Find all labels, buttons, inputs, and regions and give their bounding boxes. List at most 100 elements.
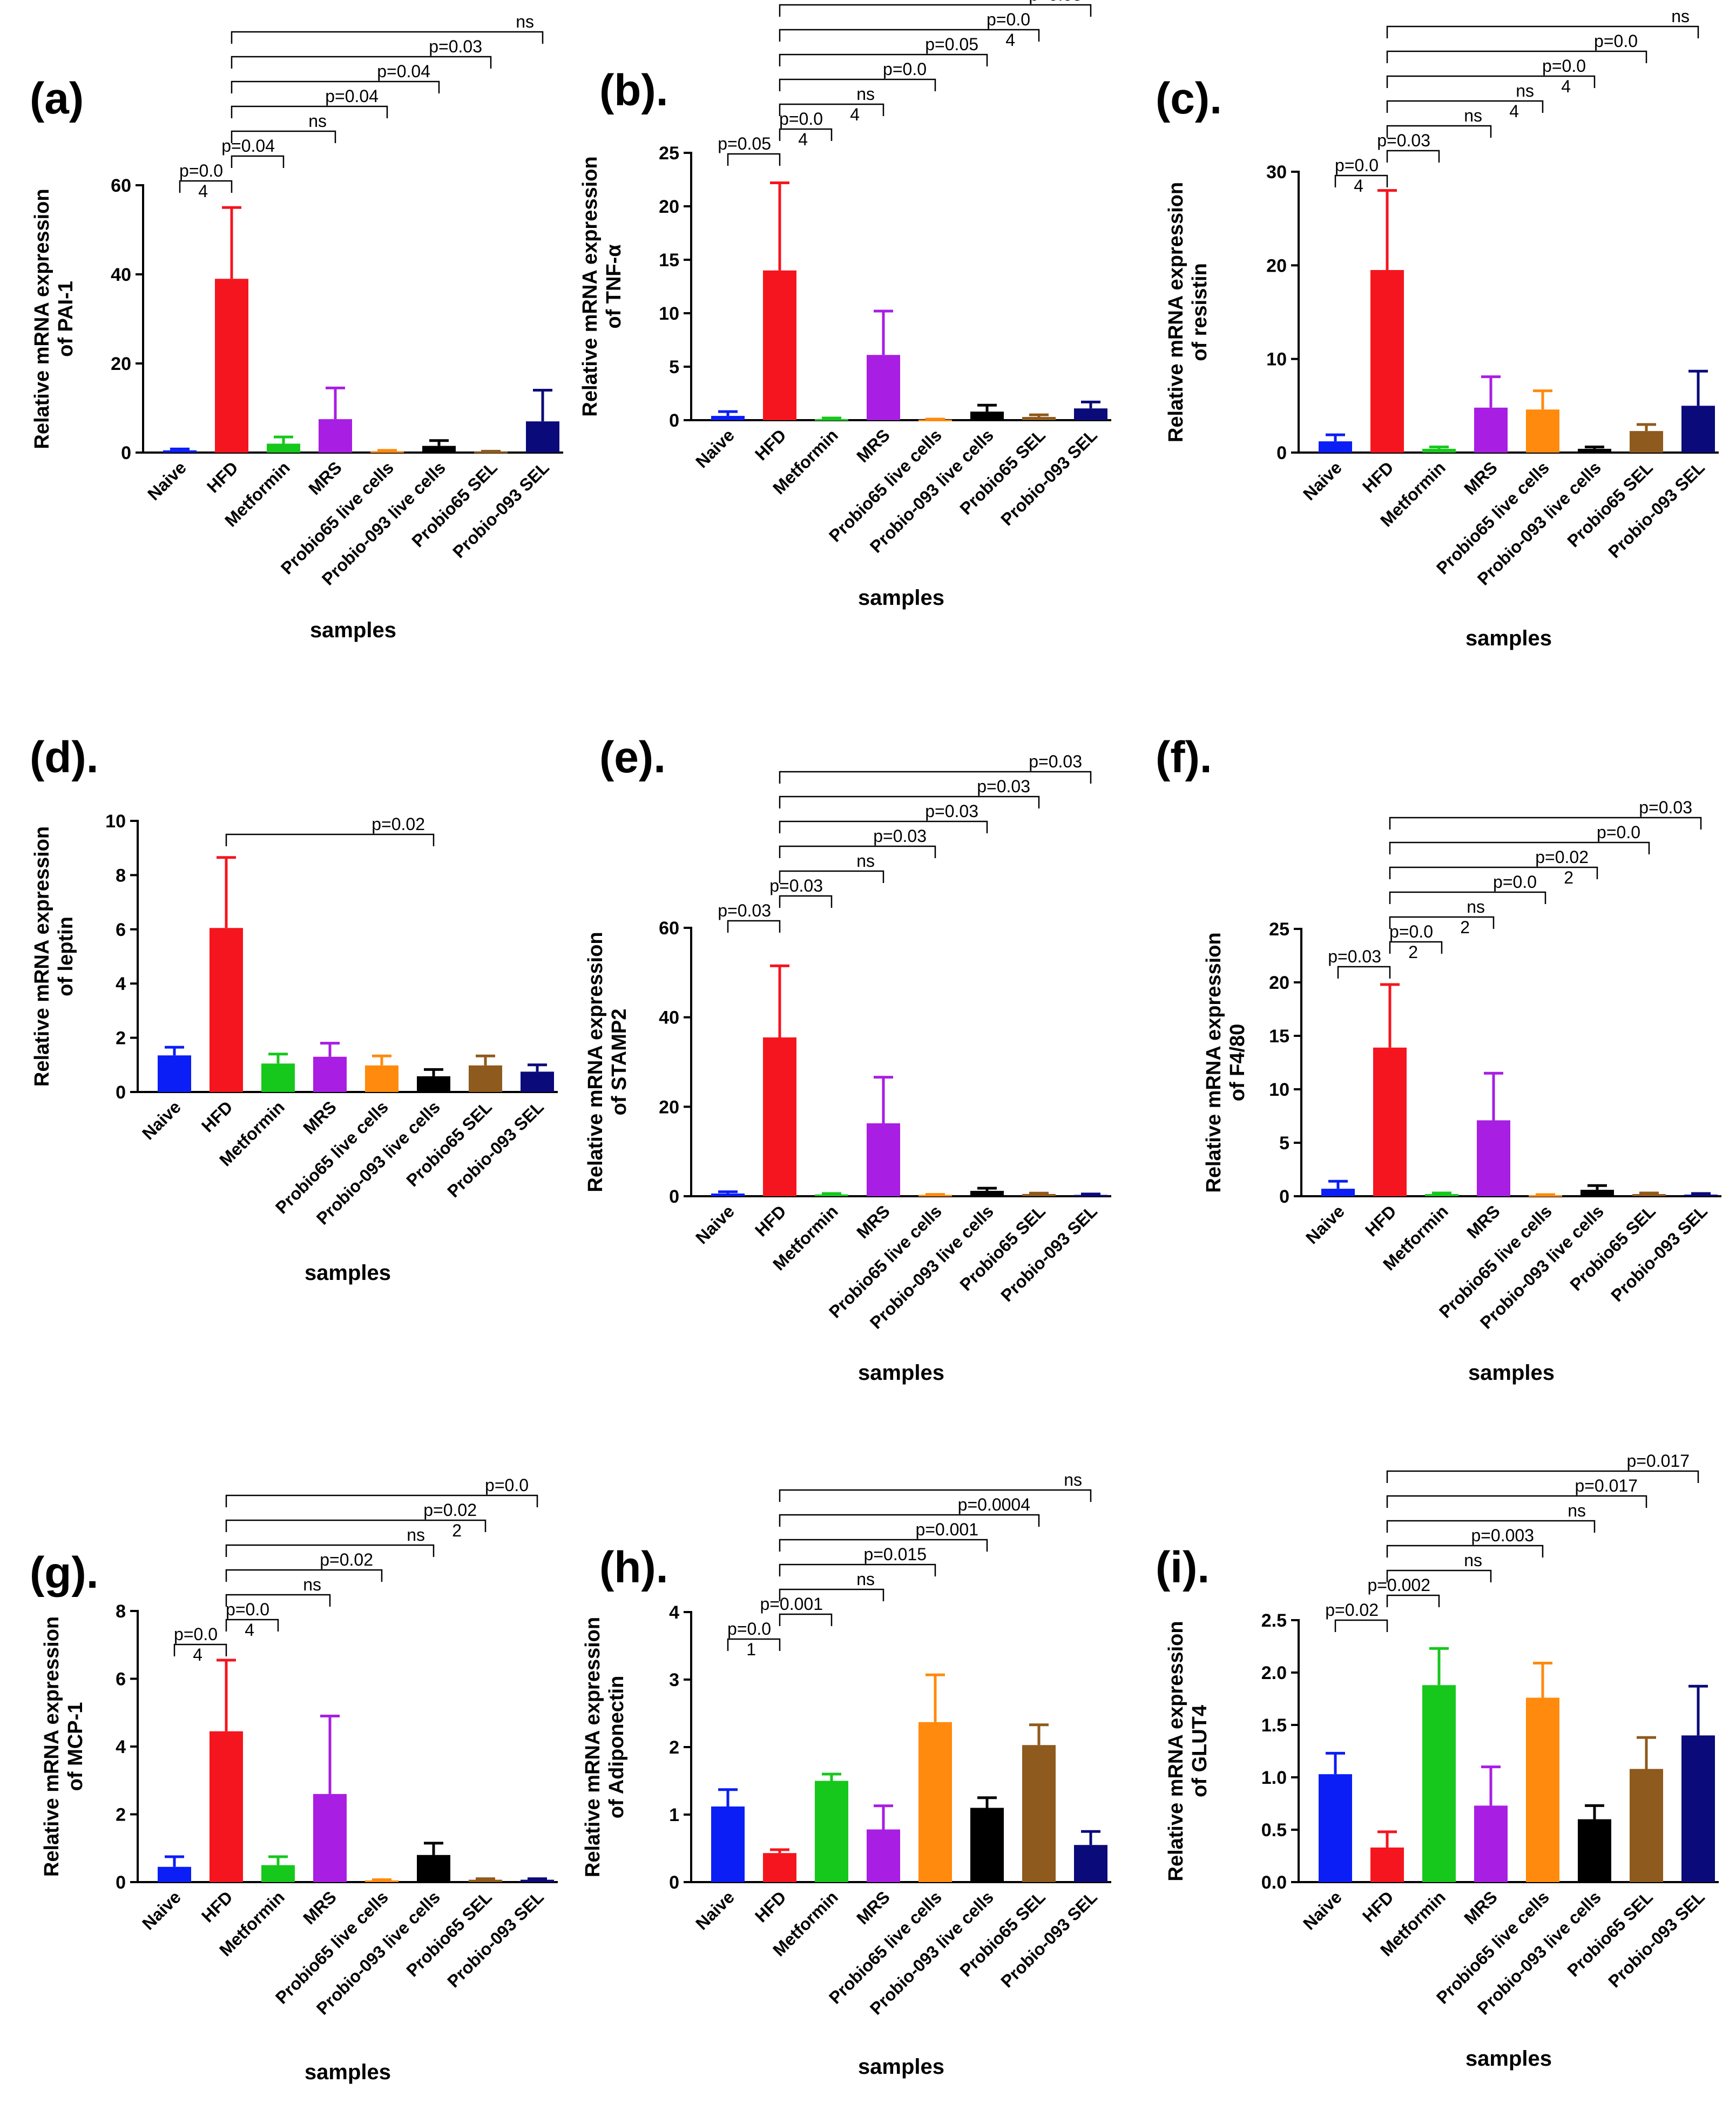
significance-bracket (231, 130, 336, 143)
significance-bracket (779, 1489, 1092, 1502)
significance-bracket (1334, 174, 1388, 187)
x-tick-label: Naive (692, 425, 738, 471)
x-tick-label: MRS (1460, 457, 1501, 498)
bar-probio65-live-cells (1526, 1697, 1559, 1882)
bar-hfd (763, 1853, 796, 1882)
p-value-label: p=0.05 (1029, 0, 1082, 4)
bar-metformin (815, 1781, 848, 1882)
bar-probio-093-live-cells (1578, 449, 1611, 453)
y-tick-label: 10 (659, 304, 679, 324)
chart-panel-d: (d). 0 2 4 6 8 10 Relative mRNA expressionof le… (30, 733, 558, 1285)
panel-label: (c). (1156, 74, 1222, 123)
x-tick-label: Naive (138, 1097, 185, 1143)
p-value-label-digit: 2 (1564, 868, 1573, 887)
y-tick-label: 2.5 (1261, 1610, 1287, 1631)
significance-bracket (1386, 1569, 1492, 1582)
x-tick-label: Probio-093 SEL (443, 1887, 548, 1991)
bar-hfd (763, 270, 796, 420)
y-tick-label: 4 (116, 974, 126, 994)
p-value-label: p=0.0 (779, 109, 823, 129)
y-tick-label: 25 (1269, 919, 1289, 940)
y-tick-label: 60 (659, 918, 679, 939)
x-axis-title: samples (305, 1261, 391, 1285)
bar-probio-093-live-cells (417, 1076, 450, 1092)
significance-bracket (1386, 150, 1440, 163)
p-value-label: p=0.0 (485, 1475, 529, 1495)
y-tick-label: 0 (1279, 1187, 1289, 1207)
y-tick-label: 10 (1269, 1080, 1289, 1100)
p-value-label: ns (303, 1575, 321, 1594)
significance-bracket (231, 80, 440, 93)
bar-probio-093-sel (1074, 408, 1107, 420)
p-value-label: p=0.0 (179, 161, 223, 180)
p-value-label: p=0.0004 (958, 1495, 1030, 1514)
p-value-label: p=0.05 (718, 134, 771, 153)
p-value-label: p=0.0 (1335, 156, 1379, 175)
bar-naive (711, 1806, 745, 1882)
p-value-label: p=0.04 (325, 86, 379, 106)
p-value-label: p=0.0 (727, 1619, 771, 1639)
bar-probio-093-sel (521, 1071, 554, 1092)
x-axis-title: samples (858, 1361, 944, 1385)
significance-bracket (779, 1588, 884, 1601)
p-value-label: p=0.001 (760, 1594, 823, 1614)
y-tick-label: 1.5 (1261, 1715, 1287, 1736)
significance-bracket (231, 155, 285, 168)
y-tick-label: 0 (116, 1872, 126, 1893)
p-value-label-digit: 4 (1561, 77, 1571, 96)
p-value-label: p=0.017 (1575, 1476, 1638, 1495)
p-value-label: p=0.02 (371, 814, 425, 834)
x-tick-label: MRS (305, 457, 346, 498)
p-value-label: p=0.0 (1597, 823, 1640, 842)
panel-label: (i). (1156, 1543, 1210, 1592)
bar-probio-093-live-cells (422, 446, 456, 453)
y-tick-label: 4 (116, 1737, 126, 1757)
p-value-label: p=0.0 (1542, 56, 1586, 76)
y-axis-title-line: of resistin (1188, 263, 1211, 361)
x-tick-label: Probio-093 SEL (449, 457, 553, 562)
x-tick-label: Probio-093 SEL (997, 1201, 1101, 1305)
panel-label: (a) (30, 74, 84, 123)
x-tick-label: MRS (853, 425, 894, 466)
y-axis-title: Relative mRNA expressionof GLUT4 (1165, 1621, 1211, 1881)
p-value-label: ns (1464, 1551, 1482, 1570)
significance-bracket (1389, 891, 1546, 904)
bar-hfd (210, 928, 243, 1092)
significance-bracket (231, 56, 492, 69)
significance-bracket (779, 78, 936, 91)
significance-bracket (225, 1569, 383, 1582)
bar-mrs (1474, 407, 1508, 453)
p-value-label: p=0.03 (925, 801, 978, 821)
p-value-label: p=0.0 (883, 59, 927, 79)
y-axis-title-line: of MCP-1 (64, 1702, 87, 1791)
y-tick-label: 30 (1266, 162, 1287, 183)
bar-metformin (1422, 449, 1456, 453)
significance-bracket (225, 1519, 487, 1532)
x-tick-label: Naive (1302, 1201, 1348, 1248)
y-tick-label: 8 (116, 1601, 126, 1622)
x-tick-label: Naive (138, 1887, 185, 1933)
bar-naive (711, 1194, 745, 1196)
y-tick-label: 25 (659, 143, 679, 164)
p-value-label: ns (1671, 6, 1690, 26)
p-value-label: p=0.05 (925, 35, 978, 54)
p-value-label: ns (1064, 1470, 1082, 1489)
p-value-label: ns (1467, 897, 1485, 916)
bar-probio-093-live-cells (970, 1808, 1004, 1882)
significance-bracket (779, 53, 988, 66)
y-tick-label: 0.0 (1261, 1872, 1287, 1893)
y-tick-label: 0 (669, 410, 679, 431)
p-value-label-digit: 4 (193, 1645, 202, 1664)
panel-label: (b). (599, 66, 668, 115)
bar-hfd (1373, 1047, 1407, 1196)
y-axis-title: Relative mRNA expressionof MCP-1 (40, 1616, 87, 1877)
p-value-label-digit: 2 (1408, 942, 1418, 962)
x-tick-label: HFD (1359, 1887, 1397, 1926)
y-tick-label: 0 (669, 1187, 679, 1207)
x-tick-label: Probio-093 SEL (1604, 1887, 1708, 1991)
bar-mrs (1474, 1805, 1508, 1882)
x-tick-label: MRS (1463, 1201, 1504, 1242)
significance-bracket (779, 895, 833, 908)
y-tick-label: 0 (669, 1872, 679, 1893)
y-tick-label: 20 (1269, 973, 1289, 993)
